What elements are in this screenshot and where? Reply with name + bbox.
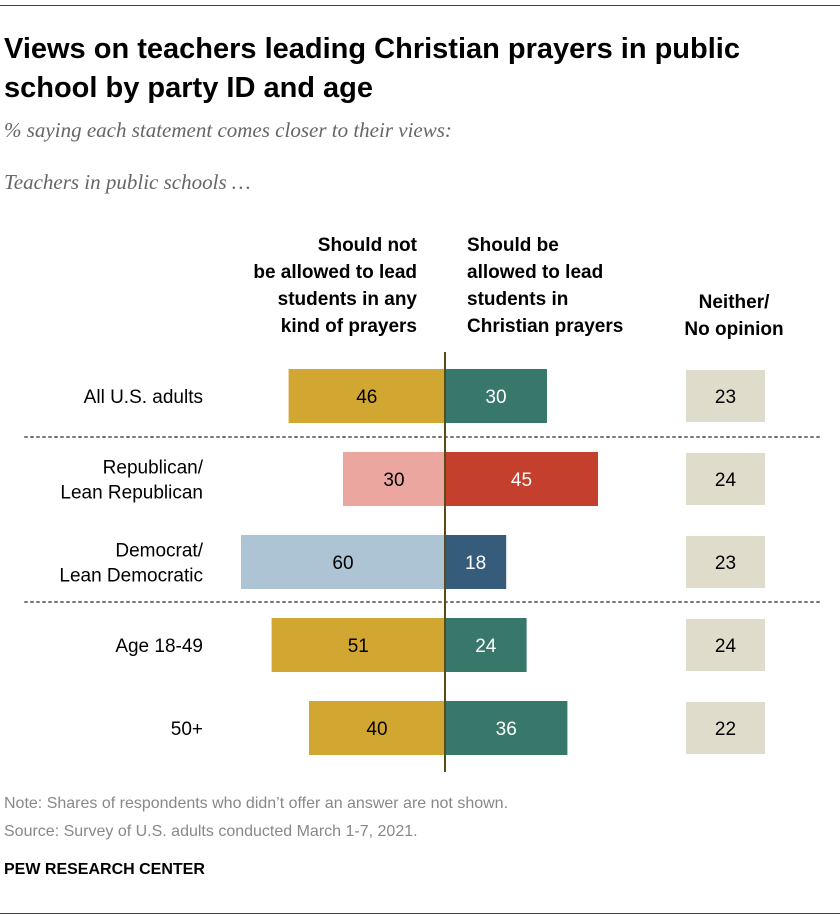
top-rule [0,5,840,6]
bar-neither [686,453,765,505]
column-header-line: allowed to lead [467,262,604,283]
bottom-rule [0,913,840,914]
chart-subtitle-secondary: Teachers in public schools … [4,170,251,194]
data-label-neither: 22 [715,719,736,740]
category-label-line: Age 18-49 [115,636,203,657]
chart-note: Note: Shares of respondents who didn’t o… [4,795,509,812]
data-label-should-be: 24 [475,636,497,657]
category-label-line: Democrat/ [115,541,203,562]
column-header-line: Neither/ [698,292,770,313]
category-label-line: 50+ [171,719,203,740]
category-label: Democrat/Lean Democratic [59,541,203,587]
column-header-should-be: Should be allowed to lead students in Ch… [467,232,623,340]
chart-subtitle: % saying each statement comes closer to … [4,118,452,142]
category-label-line: All U.S. adults [84,387,203,408]
column-header-neither: Neither/ No opinion [667,289,801,343]
data-label-neither: 23 [715,387,736,408]
chart-source: Source: Survey of U.S. adults conducted … [4,823,418,840]
bar-neither [686,536,765,588]
category-label-line: Lean Democratic [59,566,203,587]
category-label: All U.S. adults [84,387,203,408]
data-label-should-be: 36 [496,719,517,740]
data-label-neither: 24 [715,636,737,657]
bar-should-be [445,452,598,506]
bar-should-not [343,452,445,506]
bar-should-not [309,701,445,755]
bar-should-be [445,618,527,672]
bar-should-not [288,369,445,423]
bar-neither [686,702,765,754]
column-header-line: students in [467,289,569,310]
bar-should-be [445,701,568,755]
data-label-neither: 23 [715,553,736,574]
data-label-should-be: 30 [485,387,506,408]
bar-neither [686,370,765,422]
column-header-line: No opinion [684,319,784,340]
category-label: Republican/Lean Republican [60,458,203,504]
chart-title: Views on teachers leading Christian pray… [4,33,740,104]
column-header-line: kind of prayers [280,316,417,337]
bar-should-be [445,369,547,423]
bar-neither [686,619,765,671]
category-label: Age 18-49 [115,636,203,657]
data-label-should-be: 18 [465,553,486,574]
column-header-line: Should not [317,235,417,256]
column-header-line: students in any [277,289,417,310]
column-header-line: Christian prayers [467,316,624,337]
bar-should-not [271,618,445,672]
category-label-line: Republican/ [103,458,204,479]
bar-should-not [241,535,445,589]
brand-name: PEW RESEARCH CENTER [4,861,205,878]
data-label-should-not: 46 [356,387,377,408]
category-label: 50+ [171,719,203,740]
data-label-should-not: 60 [332,553,353,574]
bar-should-be [445,535,507,589]
data-label-should-be: 45 [511,470,532,491]
data-label-should-not: 51 [348,636,369,657]
data-label-should-not: 30 [383,470,404,491]
data-label-should-not: 40 [366,719,387,740]
column-header-line: Should be [467,235,559,256]
data-label-neither: 24 [715,470,737,491]
column-header-line: be allowed to lead [253,262,417,283]
category-label-line: Lean Republican [60,483,203,504]
column-header-should-not: Should not be allowed to lead students i… [253,232,417,340]
